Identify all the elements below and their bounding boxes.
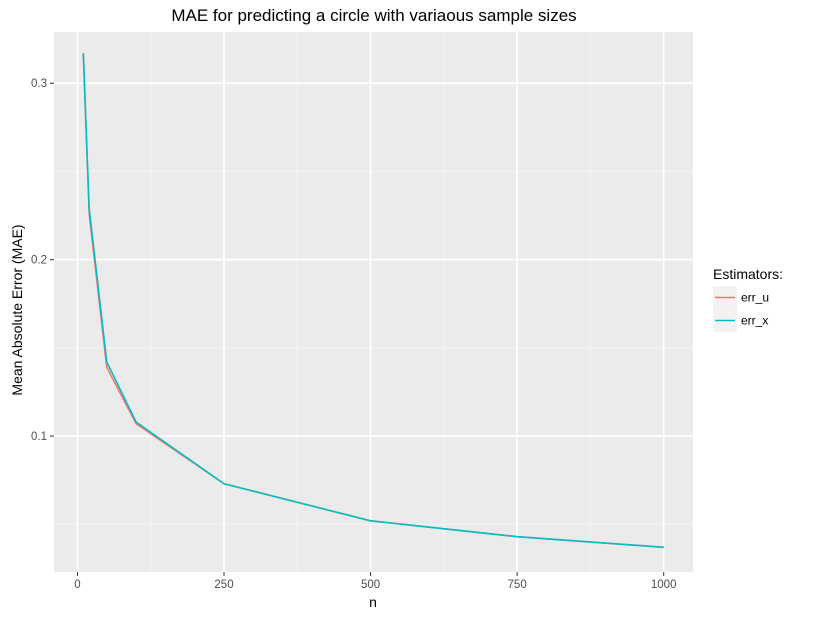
legend-items: err_u err_x — [713, 286, 769, 332]
grid-lines — [54, 32, 693, 572]
y-tick-label: 0.2 — [31, 255, 47, 267]
legend: Estimators: err_u err_x — [713, 266, 783, 332]
y-tick-label: 0.1 — [31, 431, 47, 443]
y-axis-title: Mean Absolute Error (MAE) — [9, 224, 25, 395]
series-lines — [82, 53, 664, 549]
chart-title: MAE for predicting a circle with variaou… — [171, 6, 576, 25]
y-axis: 0.1 0.2 0.3 — [31, 78, 54, 443]
series-line-err_x — [82, 53, 664, 549]
x-axis: 0 250 500 750 1000 — [74, 572, 676, 591]
legend-label-err_x: err_x — [741, 314, 768, 328]
x-axis-title: n — [369, 594, 377, 610]
x-tick-label: 0 — [74, 579, 80, 591]
x-tick-label: 1000 — [651, 579, 677, 591]
x-tick-label: 750 — [508, 579, 527, 591]
y-tick-label: 0.3 — [31, 78, 47, 90]
legend-title: Estimators: — [713, 266, 783, 282]
plot-panel — [54, 32, 693, 572]
x-tick-label: 250 — [214, 579, 233, 591]
legend-label-err_u: err_u — [741, 291, 769, 305]
x-tick-label: 500 — [361, 579, 380, 591]
